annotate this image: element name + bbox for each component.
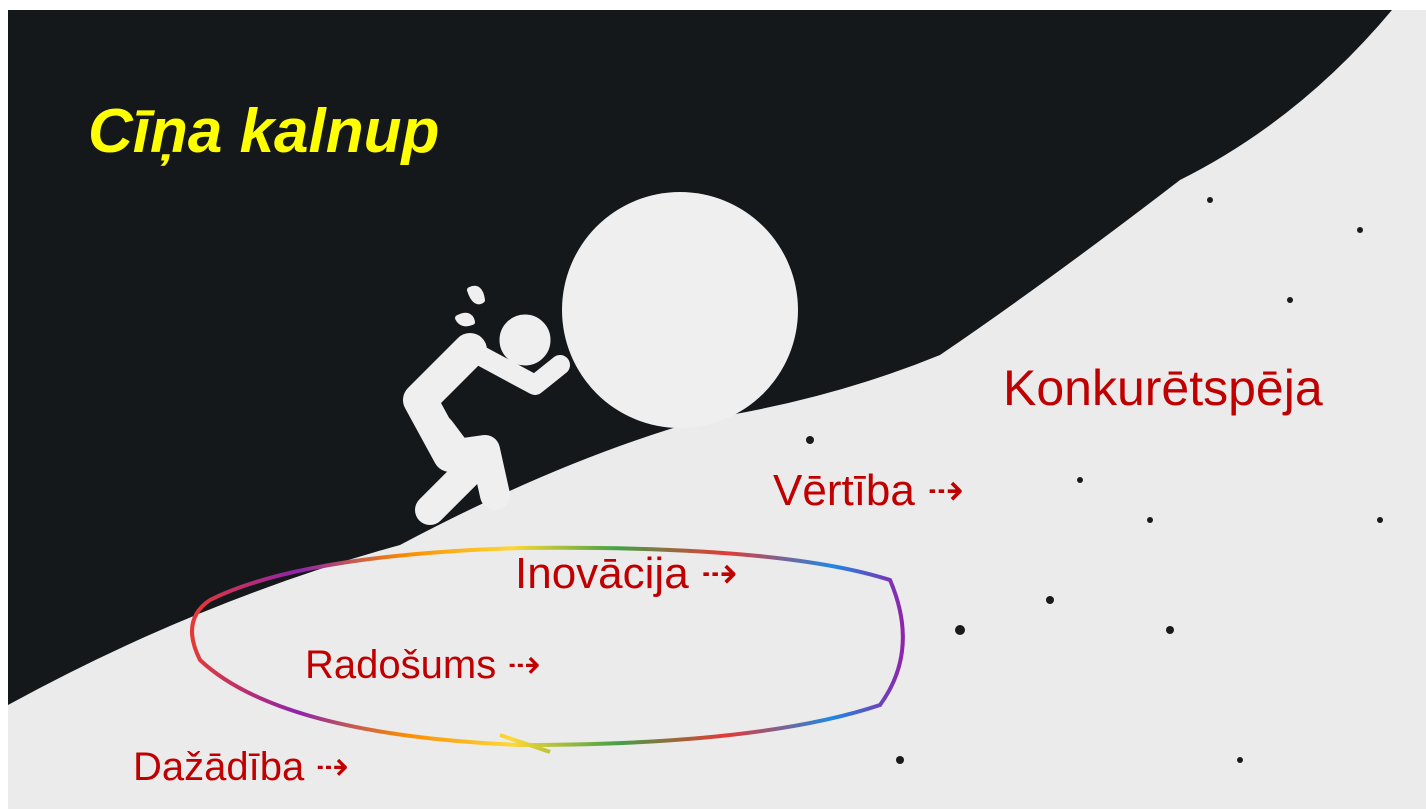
title: Cīņa kalnup	[88, 97, 439, 166]
step-label: Inovācija ⇢	[515, 549, 738, 598]
step-label: Dažādība ⇢	[133, 745, 349, 789]
step-label: Radošums ⇢	[305, 643, 541, 687]
step-label: Vērtība ⇢	[773, 466, 964, 515]
boulder	[562, 192, 798, 428]
step-label: Konkurētspēja	[1003, 360, 1323, 416]
slide: Cīņa kalnup Dažādība ⇢ Radošums ⇢ Inovāc…	[0, 0, 1426, 809]
